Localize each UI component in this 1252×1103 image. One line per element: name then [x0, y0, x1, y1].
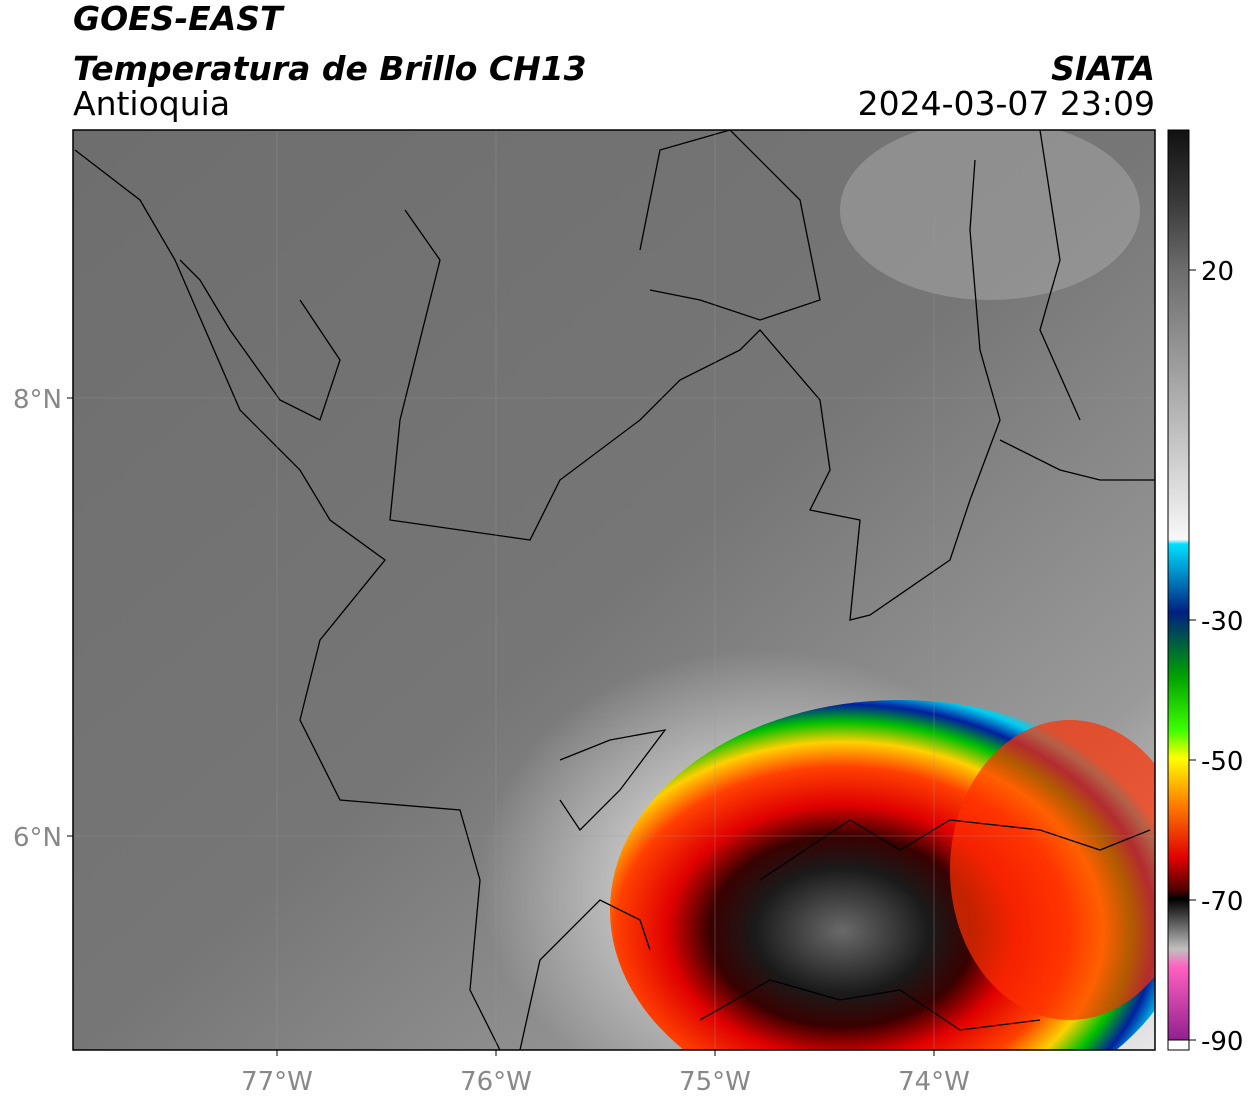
agency: SIATA [1051, 49, 1155, 88]
colorbar-label: -50 [1201, 747, 1243, 777]
colorbar-under [1167, 1039, 1190, 1051]
colorbar-label: 20 [1201, 257, 1234, 287]
lon-label: 76°W [460, 1067, 532, 1097]
region: Antioquia [73, 84, 230, 123]
map-frame [72, 129, 1156, 1051]
lat-label: 8°N [13, 385, 62, 415]
colorbar-label: -70 [1201, 887, 1243, 917]
lon-label: 74°W [898, 1067, 970, 1097]
lon-label: 77°W [241, 1067, 313, 1097]
imagery [73, 130, 1155, 1050]
colorbar-label: -90 [1201, 1027, 1243, 1057]
subtitle: Temperatura de Brillo CH13 [73, 49, 587, 88]
colorbar-label: -30 [1201, 607, 1243, 637]
title: GOES-EAST [73, 0, 285, 38]
colorbar [1167, 129, 1190, 1041]
lat-label: 6°N [13, 823, 62, 853]
graticule [73, 130, 1155, 1050]
datetime: 2024-03-07 23:09 [858, 84, 1155, 123]
lon-label: 75°W [679, 1067, 751, 1097]
